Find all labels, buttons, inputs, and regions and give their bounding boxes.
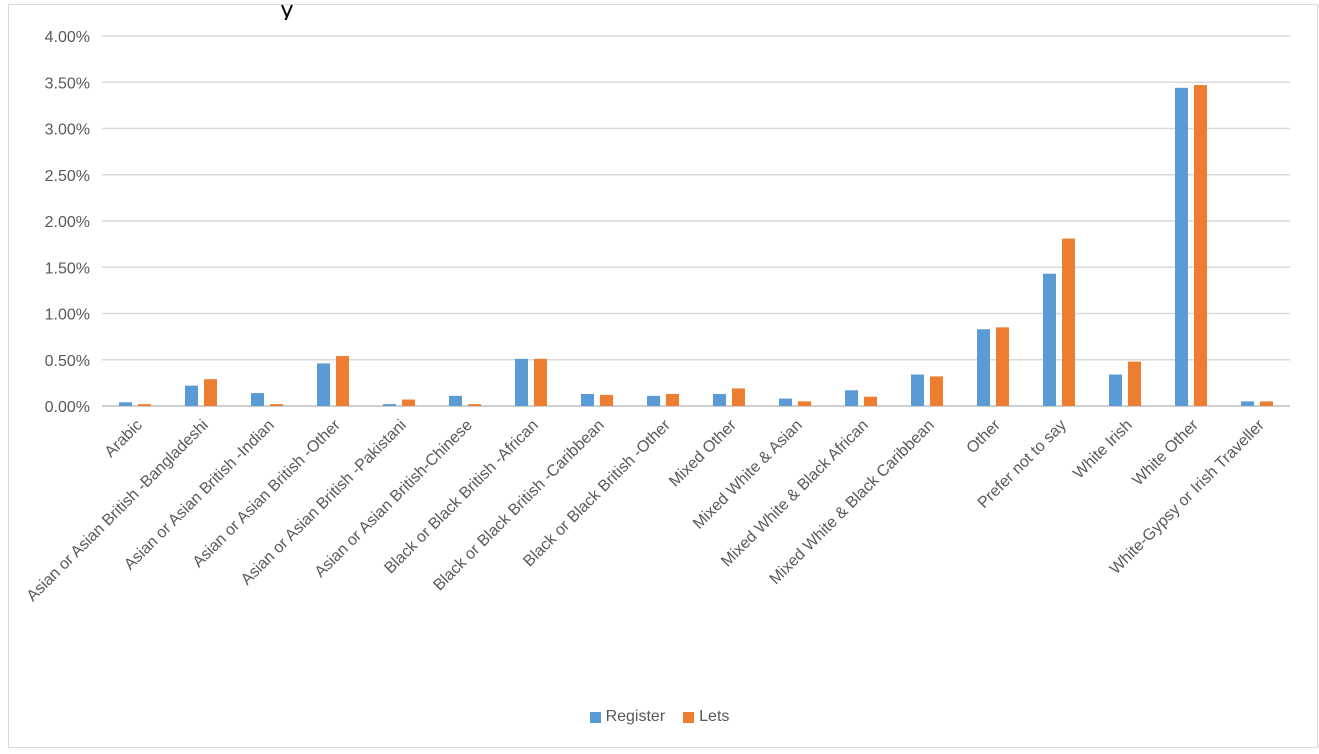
x-tick-label: White Irish [1070, 417, 1135, 482]
bar-register [845, 390, 858, 406]
x-tick-label: Arabic [102, 417, 146, 461]
bar-lets [402, 399, 415, 406]
y-tick-label: 1.00% [45, 307, 90, 324]
bar-register [185, 385, 198, 406]
bar-register [977, 329, 990, 406]
x-tick-label: Other [964, 416, 1005, 457]
legend-swatch-register [589, 711, 601, 723]
bar-register [449, 395, 462, 406]
bar-register [779, 398, 792, 406]
bar-lets [732, 388, 745, 406]
y-tick-label: 0.00% [45, 399, 90, 416]
bar-lets [864, 396, 877, 406]
bar-lets [930, 376, 943, 406]
bar-lets [1260, 401, 1273, 406]
bar-register [515, 358, 528, 406]
bar-register [581, 393, 594, 406]
legend: Register Lets [0, 708, 1319, 726]
legend-item-lets: Lets [683, 708, 729, 726]
bar-lets [270, 404, 283, 406]
legend-label-register: Register [605, 708, 666, 725]
chart-area [8, 4, 1318, 748]
x-tick-label: Mixed White & Asian [690, 417, 806, 533]
x-tick-label: White Other [1129, 416, 1202, 489]
bar-register [383, 404, 396, 406]
bar-register [1109, 374, 1122, 406]
bar-register [911, 374, 924, 406]
bar-register [1175, 87, 1188, 407]
bar-lets [534, 358, 547, 406]
bar-register [713, 393, 726, 406]
bar-register [647, 395, 660, 406]
bar-lets [204, 379, 217, 406]
bar-lets [1128, 361, 1141, 406]
x-tick-label: Black or Black British -Other [520, 416, 674, 570]
legend-swatch-lets [683, 711, 695, 723]
y-tick-label: 2.00% [45, 214, 90, 231]
bar-lets [336, 356, 349, 406]
x-tick-label: Mixed Other [666, 416, 740, 490]
bar-register [1043, 273, 1056, 406]
bar-lets [798, 401, 811, 406]
bar-register [1241, 401, 1254, 406]
bar-lets [666, 393, 679, 406]
y-tick-label: 3.50% [45, 75, 90, 92]
bar-register [119, 402, 132, 406]
bar-lets [600, 394, 613, 406]
legend-item-register: Register [589, 708, 666, 726]
cropped-title-fragment [281, 4, 293, 20]
bar-lets [996, 327, 1009, 406]
legend-label-lets: Lets [699, 708, 730, 725]
y-tick-label: 2.50% [45, 168, 90, 185]
bar-lets [468, 404, 481, 406]
y-tick-label: 3.00% [45, 122, 90, 139]
bar-lets [138, 404, 151, 406]
bar-register [251, 393, 264, 406]
bar-lets [1194, 85, 1207, 407]
bar-register [317, 363, 330, 406]
bar-lets [1062, 238, 1075, 406]
y-tick-label: 4.00% [45, 29, 90, 46]
y-tick-label: 1.50% [45, 260, 90, 277]
y-tick-label: 0.50% [45, 353, 90, 370]
